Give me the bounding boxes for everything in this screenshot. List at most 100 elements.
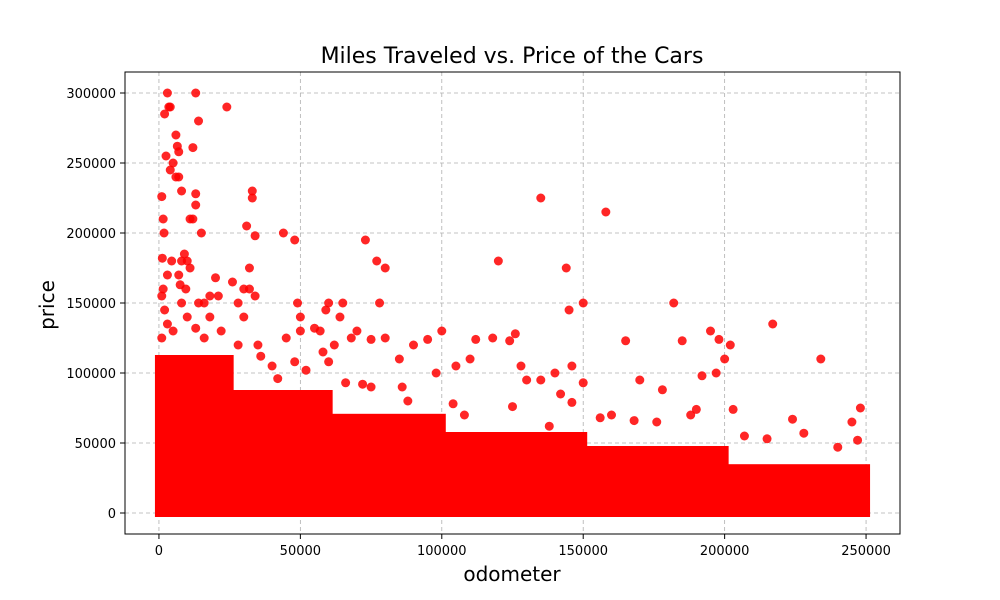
x-axis-ticks: 0 50000 100000 150000 200000 250000 (155, 534, 891, 559)
scatter-point (227, 277, 237, 287)
chart-title: Miles Traveled vs. Price of the Cars (321, 44, 704, 69)
scatter-point (182, 312, 192, 322)
scatter-point (281, 333, 291, 343)
scatter-point (621, 336, 631, 346)
scatter-point (505, 336, 515, 346)
scatter-point (380, 333, 390, 343)
scatter-point (855, 403, 865, 413)
scatter-point (380, 263, 390, 273)
scatter-point (222, 102, 232, 112)
scatter-point (213, 291, 223, 301)
scatter-point (561, 263, 571, 273)
scatter-point (335, 312, 345, 322)
scatter-point (366, 382, 376, 392)
x-tick-label: 0 (155, 544, 163, 559)
scatter-point (199, 298, 209, 308)
scatter-point (168, 158, 178, 168)
scatter-point (451, 361, 461, 371)
scatter-point (182, 256, 192, 266)
scatter-point (853, 435, 863, 445)
scatter-point (253, 340, 263, 350)
dense-point-cluster (154, 355, 234, 517)
scatter-point (174, 147, 184, 157)
scatter-point (762, 434, 772, 444)
scatter-point (516, 361, 526, 371)
scatter-point (578, 298, 588, 308)
scatter-point (174, 270, 184, 280)
x-tick-label: 200000 (700, 544, 750, 559)
scatter-point (437, 326, 447, 336)
scatter-point (360, 235, 370, 245)
scatter-point (686, 410, 696, 420)
scatter-point (188, 214, 198, 224)
scatter-point (205, 312, 215, 322)
scatter-point (768, 319, 778, 329)
scatter-point (324, 298, 334, 308)
dense-point-cluster (579, 446, 729, 517)
scatter-point (179, 249, 189, 259)
y-tick-label: 300000 (66, 87, 116, 102)
scatter-point (346, 333, 356, 343)
x-tick-label: 50000 (280, 544, 321, 559)
scatter-point (177, 298, 187, 308)
scatter-point (341, 378, 351, 388)
data-points (154, 88, 871, 517)
scatter-point (167, 256, 177, 266)
y-tick-label: 100000 (66, 367, 116, 382)
scatter-point (233, 298, 243, 308)
scatter-point (177, 186, 187, 196)
scatter-point (158, 214, 168, 224)
scatter-point (508, 402, 517, 412)
scatter-point (711, 368, 721, 378)
scatter-point (216, 326, 226, 336)
y-tick-label: 150000 (66, 297, 116, 312)
scatter-point (394, 354, 404, 364)
scatter-point (157, 192, 167, 202)
scatter-point (657, 385, 667, 395)
scatter-point (157, 291, 167, 301)
scatter-point (431, 368, 441, 378)
scatter-point (629, 416, 639, 426)
scatter-point (256, 351, 266, 361)
scatter-point (161, 151, 171, 161)
dense-point-cluster (324, 413, 446, 517)
scatter-point (471, 334, 481, 344)
scatter-point (250, 291, 260, 301)
scatter-point (250, 231, 260, 241)
scatter-point (162, 319, 172, 329)
scatter-point (267, 361, 277, 371)
scatter-point (244, 263, 254, 273)
scatter-point (181, 284, 191, 294)
scatter-point (833, 442, 843, 452)
scatter-point (318, 347, 328, 357)
scatter-point (352, 326, 362, 336)
dense-point-cluster (720, 464, 871, 517)
scatter-point (165, 165, 175, 175)
scatter-point (788, 414, 798, 424)
scatter-point (171, 130, 181, 140)
scatter-point (564, 305, 574, 315)
scatter-point (199, 333, 209, 343)
scatter-point (409, 340, 419, 350)
scatter-point (205, 291, 215, 301)
scatter-point (725, 340, 735, 350)
scatter-point (247, 193, 257, 203)
scatter-point (493, 256, 503, 266)
scatter-point (159, 228, 169, 238)
scatter-point (397, 382, 407, 392)
y-tick-label: 200000 (66, 227, 116, 242)
scatter-point (278, 228, 288, 238)
scatter-point (194, 116, 204, 126)
y-tick-label: 50000 (75, 437, 116, 452)
scatter-point (728, 404, 738, 414)
scatter-point (315, 326, 325, 336)
scatter-point (233, 340, 243, 350)
scatter-point (739, 431, 749, 441)
scatter-point (157, 253, 167, 263)
scatter-point (697, 371, 707, 381)
scatter-point (295, 312, 305, 322)
scatter-point (329, 340, 339, 350)
scatter-point (567, 397, 577, 407)
scatter-point (375, 298, 385, 308)
